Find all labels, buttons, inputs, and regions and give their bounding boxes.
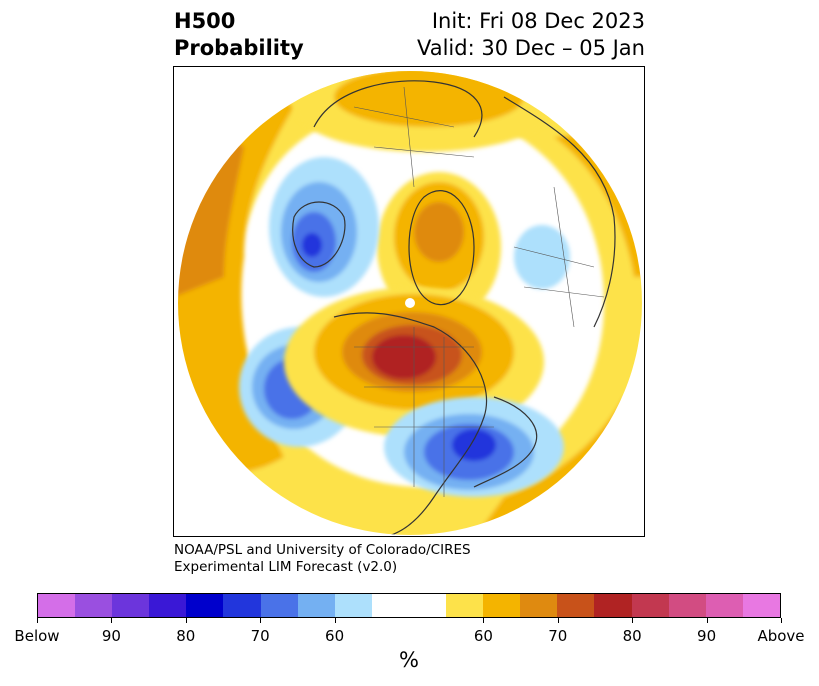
colorbar-above-segment-6: [668, 594, 706, 617]
colorbar-above-segment-1: [483, 594, 521, 617]
colorbar-below-segment-7: [297, 594, 335, 617]
colorbar-below-segment-3: [149, 594, 187, 617]
colorbar-tick-label: 90: [697, 627, 717, 645]
colorbar-tick-mark: [260, 618, 262, 623]
siberia-low: [514, 225, 570, 289]
political-borders: [353, 86, 605, 497]
colorbar-tick-mark: [706, 618, 708, 623]
colorbar-tick-label: 80: [622, 627, 642, 645]
colorbar-above-segment-5: [631, 594, 669, 617]
colorbar-tick-mark: [557, 618, 559, 623]
variable-label: H500: [174, 9, 236, 33]
colorbar-tick-label: Above: [757, 627, 805, 645]
colorbar-below-segment-4: [186, 594, 224, 617]
colorbar-below-segment-6: [260, 594, 298, 617]
colorbar-tick-mark: [334, 618, 336, 623]
colorbar-above-segment-4: [594, 594, 632, 617]
eastern-us-low: [384, 397, 564, 497]
colorbar: [37, 593, 781, 618]
colorbar-tick-label: 70: [250, 627, 270, 645]
colorbar-below-segment-5: [223, 594, 261, 617]
colorbar-above-segment-3: [557, 594, 595, 617]
colorbar-tick-label: 60: [325, 627, 345, 645]
colorbar-tick-mark: [111, 618, 113, 623]
map-panel: [173, 66, 645, 537]
coastlines: [292, 80, 616, 535]
valid-date: Valid: 30 Dec – 05 Jan: [416, 36, 645, 60]
colorbar-below-segment-0: [38, 594, 76, 617]
init-date: Init: Fri 08 Dec 2023: [431, 9, 645, 33]
colorbar-above-segment-0: [446, 594, 484, 617]
colorbar-tick-mark: [632, 618, 634, 623]
colorbar-tick-mark: [483, 618, 485, 623]
north-pole-marker: [405, 298, 415, 308]
colorbar-tick-label: 70: [548, 627, 568, 645]
probability-map: [178, 71, 642, 535]
colorbar-below-segment-8: [334, 594, 372, 617]
colorbar-tick-mark: [37, 618, 38, 623]
colorbar-unit: %: [399, 648, 419, 672]
credit-text: NOAA/PSL and University of Colorado/CIRE…: [174, 542, 471, 576]
credit-line-1: NOAA/PSL and University of Colorado/CIRE…: [174, 542, 471, 558]
colorbar-neutral-segment: [371, 594, 447, 617]
colorbar-above-segment-2: [520, 594, 558, 617]
colorbar-tick-mark: [781, 618, 782, 623]
colorbar-below-segment-2: [112, 594, 150, 617]
credit-line-2: Experimental LIM Forecast (v2.0): [174, 559, 398, 575]
colorbar-tick-label: 60: [473, 627, 493, 645]
colorbar-above-segment-7: [705, 594, 743, 617]
colorbar-above-segment-8: [742, 594, 780, 617]
colorbar-below-segment-1: [75, 594, 113, 617]
map-title: H500 Probability: [174, 8, 304, 62]
forecast-dates: Init: Fri 08 Dec 2023 Valid: 30 Dec – 05…: [417, 8, 645, 62]
colorbar-tick-label: 90: [101, 627, 121, 645]
colorbar-tick-label: Below: [14, 627, 60, 645]
colorbar-tick-mark: [185, 618, 187, 623]
colorbar-tick-label: 80: [176, 627, 196, 645]
product-label: Probability: [174, 36, 304, 60]
western-europe-low: [269, 157, 379, 297]
